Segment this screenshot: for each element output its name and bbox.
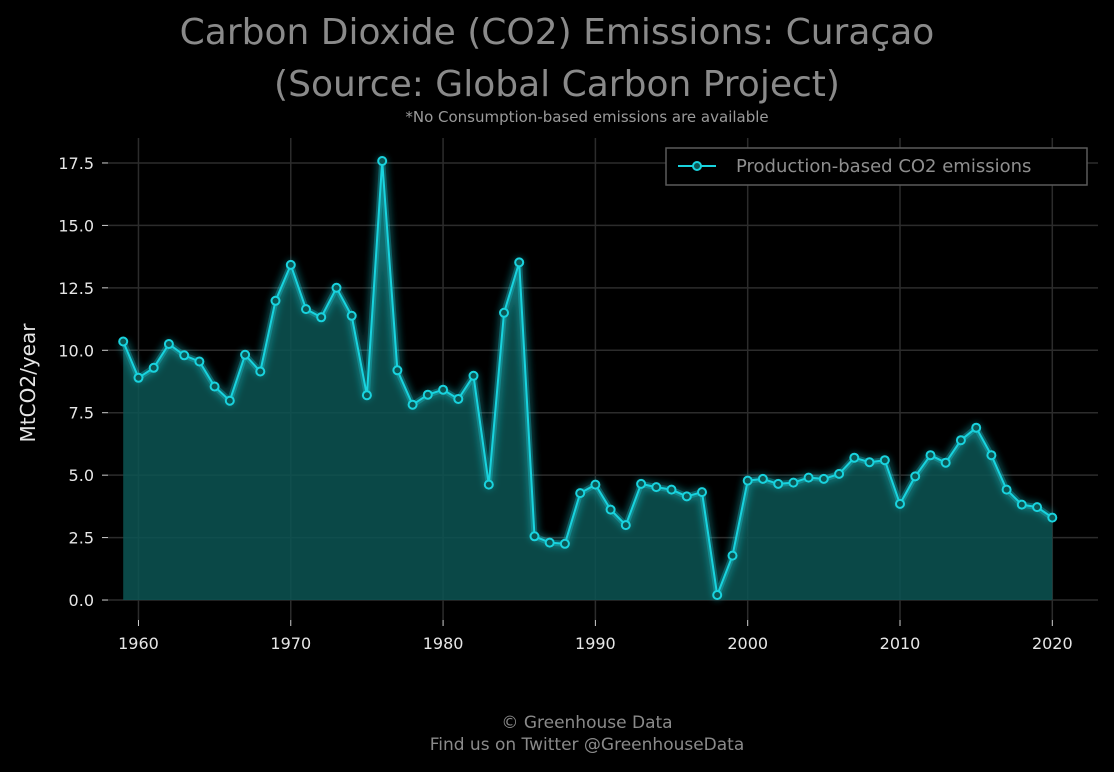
series-line-layer (117, 155, 1056, 601)
data-point (255, 366, 266, 377)
data-point (788, 477, 799, 488)
data-point (697, 487, 707, 498)
y-tick-label: 15.0 (58, 216, 94, 235)
data-point (651, 482, 662, 493)
data-point (605, 504, 616, 515)
data-point (864, 457, 875, 468)
data-point (636, 478, 647, 489)
data-point (514, 257, 525, 268)
data-point (727, 550, 738, 561)
legend-box (665, 147, 1088, 186)
data-point (270, 295, 281, 306)
data-point (895, 498, 905, 509)
data-point (681, 491, 692, 502)
legend-point-marker (692, 161, 702, 171)
x-tick-label: 1960 (118, 634, 159, 653)
x-tick-label: 1980 (423, 634, 464, 653)
data-point (834, 468, 845, 479)
legend: Production-based CO2 emissions (665, 147, 1088, 186)
data-point (422, 389, 433, 400)
y-tick-label: 0.0 (69, 591, 94, 610)
y-tick-label: 5.0 (69, 466, 94, 485)
chart-subtitle: *No Consumption-based emissions are avai… (405, 108, 769, 126)
data-point (879, 455, 890, 466)
y-tick-label: 2.5 (69, 529, 94, 548)
data-point (757, 473, 768, 484)
data-point (438, 384, 449, 395)
data-point (377, 156, 388, 166)
data-point (209, 381, 220, 392)
data-point (1047, 512, 1058, 523)
data-point (620, 520, 631, 531)
data-point (773, 478, 784, 489)
data-point (179, 350, 190, 361)
data-point (742, 475, 753, 486)
y-tick-label: 10.0 (58, 341, 94, 360)
data-point (1016, 499, 1027, 510)
data-point (544, 537, 555, 548)
data-point (910, 471, 921, 482)
data-point (499, 307, 509, 318)
data-point (712, 590, 723, 600)
data-point (148, 362, 159, 373)
data-point (407, 399, 418, 410)
x-tick-label: 1970 (270, 634, 311, 653)
data-point (590, 479, 601, 490)
data-point (925, 450, 936, 461)
data-point (316, 312, 327, 323)
data-point (971, 422, 982, 433)
data-point (955, 435, 966, 446)
data-point (559, 538, 570, 549)
data-point (818, 473, 829, 484)
data-point (392, 365, 403, 376)
data-point (483, 479, 494, 490)
data-point (1001, 484, 1012, 495)
y-axis-label: MtCO2/year (16, 323, 40, 443)
area-fill-layer (123, 161, 1053, 600)
data-point (346, 310, 357, 321)
data-point (331, 282, 342, 293)
y-axis-ticks: 0.0 2.5 5.0 7.5 10.0 12.5 15.0 17.5 (58, 154, 108, 610)
data-points-layer (118, 156, 1058, 600)
data-point (133, 372, 144, 383)
legend-label: Production-based CO2 emissions (736, 156, 1031, 177)
data-point (940, 457, 951, 468)
data-point (666, 484, 677, 495)
data-point (849, 452, 860, 463)
data-point (803, 472, 814, 483)
area-fill (123, 161, 1053, 600)
data-point (118, 336, 129, 347)
x-tick-label: 2000 (727, 634, 768, 653)
y-tick-label: 17.5 (58, 154, 94, 173)
data-point (575, 488, 586, 499)
chart-title-line-2: (Source: Global Carbon Project) (274, 64, 840, 105)
data-point (163, 339, 174, 349)
x-tick-label: 2010 (880, 634, 921, 653)
footer-twitter: Find us on Twitter @GreenhouseData (429, 735, 745, 755)
data-point (529, 531, 540, 542)
data-point (453, 394, 464, 404)
y-tick-label: 7.5 (69, 404, 94, 423)
data-point (986, 450, 997, 461)
x-tick-label: 1990 (575, 634, 616, 653)
x-axis-ticks: 1960 1970 1980 1990 2000 2010 2020 (118, 620, 1073, 653)
footer-copyright: © Greenhouse Data (501, 713, 673, 733)
y-tick-label: 12.5 (58, 279, 94, 298)
data-point (285, 259, 296, 270)
series-line (122, 160, 1053, 596)
data-point (301, 304, 311, 315)
data-point (240, 349, 251, 360)
chart-title-line-1: Carbon Dioxide (CO2) Emissions: Curaçao (179, 12, 935, 53)
data-point (194, 356, 205, 367)
data-point (1032, 502, 1043, 513)
data-point (468, 370, 479, 381)
data-point (361, 390, 372, 401)
data-point (224, 395, 235, 406)
x-tick-label: 2020 (1032, 634, 1073, 653)
